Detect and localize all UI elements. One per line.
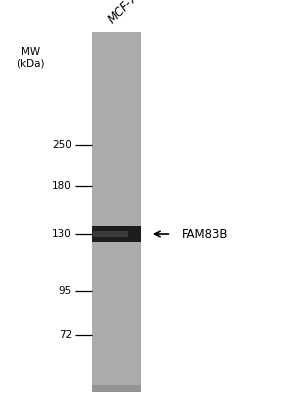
Text: 250: 250 [52, 140, 72, 150]
Text: 72: 72 [59, 330, 72, 340]
Text: 130: 130 [52, 229, 72, 239]
Text: 95: 95 [59, 286, 72, 296]
Bar [93, 231, 128, 237]
Text: FAM83B: FAM83B [182, 228, 229, 240]
Text: MW
(kDa): MW (kDa) [16, 47, 45, 69]
Bar [92, 385, 141, 392]
Text: MCF-7: MCF-7 [106, 0, 140, 26]
Text: 180: 180 [52, 181, 72, 191]
Bar [92, 32, 141, 392]
Bar [92, 226, 141, 242]
